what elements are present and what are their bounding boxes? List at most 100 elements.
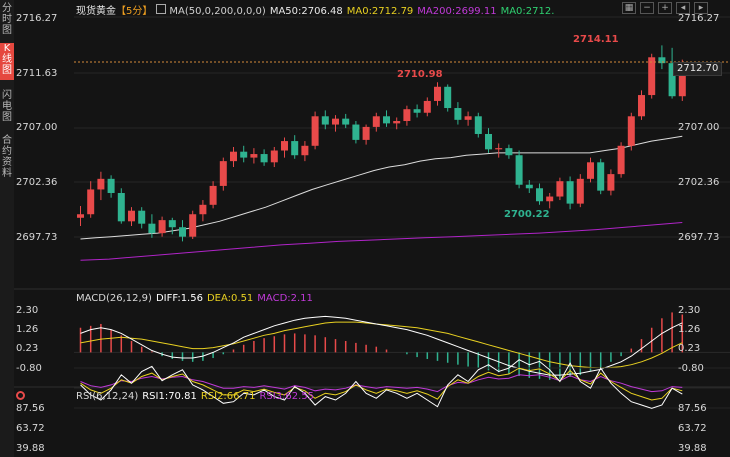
candle-body: [454, 108, 462, 120]
price-axis-label-right: 2702.36: [678, 177, 720, 188]
candle-body: [117, 192, 125, 222]
candle-body: [77, 214, 84, 218]
side-tab-bar: 分时图 K线图 闪电图 合约资料: [0, 0, 14, 457]
price-axis-label-right: 2707.00: [678, 122, 720, 133]
price-axis-label: 2707.00: [16, 122, 58, 133]
candle-body: [587, 162, 594, 179]
ma200-line: [80, 222, 683, 261]
candle-body: [342, 118, 350, 125]
candle-body: [566, 181, 574, 204]
macd-legend: MACD(26,12,9) DIFF:1.56 DEA:0.51 MACD:2.11: [76, 293, 317, 305]
candle-body: [372, 116, 380, 127]
candle-body: [199, 204, 207, 215]
period-label: 【5分】: [116, 6, 153, 17]
candle-body: [678, 62, 686, 97]
rsi-1: RSI1:70.81: [142, 391, 197, 402]
current-price-tag: 2712.70: [673, 62, 723, 76]
right-arrow-icon[interactable]: ▸: [694, 2, 708, 14]
candle-body: [179, 227, 186, 237]
candle-body: [617, 145, 625, 175]
ma-toggle-icon[interactable]: [156, 4, 167, 14]
rsi-legend: RSI(6,12,24) RSI1:70.81 RSI2:66.71 RSI3:62.…: [76, 391, 318, 403]
settings-icon[interactable]: [16, 391, 25, 400]
rsi-title: RSI(6,12,24): [76, 391, 139, 402]
candle-body: [97, 178, 105, 190]
candle-body: [301, 145, 309, 156]
macd-axis-label-right: 2.30: [678, 305, 701, 316]
candle-body: [525, 184, 533, 189]
price-axis-label-right: 2697.73: [678, 232, 720, 243]
tab-kline[interactable]: K线图: [0, 43, 14, 80]
rsi-axis-label-right: 87.56: [678, 403, 707, 414]
candle-body: [485, 133, 492, 150]
mid-high-annotation: 2710.98: [397, 69, 443, 80]
macd-axis-label: -0.80: [16, 363, 42, 374]
candle-body: [597, 162, 605, 191]
candle-body: [413, 109, 421, 113]
grid-icon[interactable]: ▦: [622, 2, 636, 14]
candle-body: [281, 141, 288, 151]
macd-axis-label-right: 1.26: [678, 324, 701, 335]
minus-icon[interactable]: −: [640, 2, 654, 14]
window-toolbar: ▦ − + ◂ ▸: [622, 2, 708, 14]
candle-body: [332, 118, 339, 125]
price-axis-label: 2711.63: [16, 68, 58, 79]
candle-body: [444, 86, 452, 109]
ma0-value: MA0:2712.79: [346, 6, 414, 17]
candle-body: [148, 223, 156, 234]
candle-body: [138, 210, 146, 224]
rsi-axis-label: 87.56: [16, 403, 45, 414]
candle-body: [505, 148, 513, 156]
rsi-axis-label-right: 63.72: [678, 423, 707, 434]
tab-flash-chart[interactable]: 闪电图: [2, 90, 12, 123]
candle-body: [189, 214, 197, 237]
symbol-name: 现货黄金: [76, 6, 116, 17]
left-arrow-icon[interactable]: ◂: [676, 2, 690, 14]
candle-body: [128, 210, 135, 222]
candle-body: [219, 161, 227, 186]
candle-body: [250, 154, 258, 158]
candle-body: [607, 174, 615, 191]
macd-axis-label: 1.26: [16, 324, 39, 335]
price-axis-label: 2702.36: [16, 177, 58, 188]
candle-body: [627, 116, 635, 146]
candles: [77, 45, 686, 242]
price-axis-label: 2697.73: [16, 232, 58, 243]
candle-body: [321, 116, 329, 125]
macd-panel: [74, 312, 730, 380]
macd-axis-label-right: 0.23: [678, 343, 701, 354]
candle-body: [393, 121, 401, 124]
tab-time-sharing[interactable]: 分时图: [2, 3, 12, 36]
candle-body: [383, 116, 390, 124]
candle-body: [311, 116, 319, 146]
candle-body: [648, 57, 656, 96]
rsi-3: RSI3:62.55: [259, 391, 315, 402]
candle-body: [464, 116, 472, 120]
candle-body: [362, 126, 370, 140]
candle-body: [209, 185, 217, 205]
tab-contract-info[interactable]: 合约资料: [2, 135, 12, 179]
plus-icon[interactable]: +: [658, 2, 672, 14]
price-axis-label: 2716.27: [16, 13, 58, 24]
candle-body: [546, 196, 554, 202]
macd-axis-label: 2.30: [16, 305, 39, 316]
candle-body: [270, 150, 278, 163]
chart-canvas[interactable]: [14, 0, 730, 457]
rsi-2: RSI2:66.71: [200, 391, 256, 402]
candle-body: [658, 57, 666, 64]
main-legend: 现货黄金【5分】 MA(50,0,200,0,0,0) MA50:2706.48 MA…: [76, 4, 558, 18]
grid-lines: [14, 16, 730, 388]
candle-body: [515, 155, 523, 185]
macd-axis-label: 0.23: [16, 343, 39, 354]
ma200-path: [80, 222, 683, 261]
macd-diff: DIFF:1.56: [155, 293, 203, 304]
macd-dea-line: [80, 321, 683, 369]
ma-params: MA(50,0,200,0,0,0): [169, 6, 266, 17]
macd-macd: MACD:2.11: [257, 293, 313, 304]
candle-body: [403, 109, 411, 122]
candle-body: [291, 141, 299, 156]
ma200-value: MA200:2699.11: [417, 6, 497, 17]
candle-body: [556, 181, 564, 197]
candle-body: [87, 189, 95, 215]
low-annotation: 2700.22: [504, 209, 550, 220]
